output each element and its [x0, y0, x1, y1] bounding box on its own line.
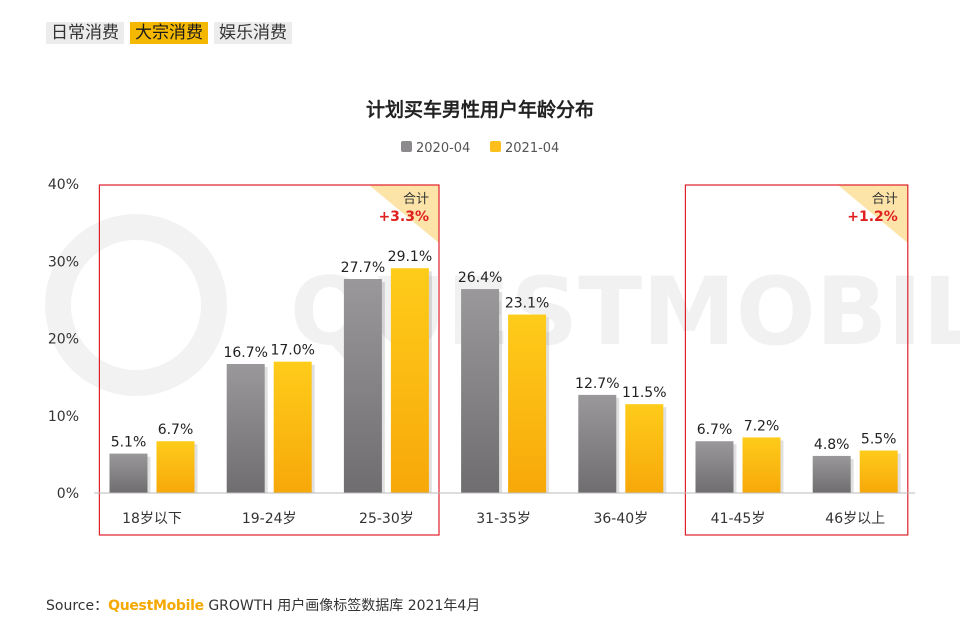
- legend-swatch-2020: [401, 141, 412, 152]
- bar-value-label: 27.7%: [341, 260, 385, 276]
- source-prefix: Source：: [46, 598, 109, 614]
- bar-value-label: 6.7%: [158, 422, 194, 438]
- bar-2021: [859, 450, 898, 493]
- highlight-badge-bg: [837, 185, 908, 243]
- bar-2021: [508, 314, 547, 493]
- tab-bulk-consumption[interactable]: 大宗消费: [130, 22, 208, 44]
- y-tick-label: 0%: [57, 486, 79, 502]
- bar-value-label: 26.4%: [458, 270, 502, 286]
- bar-2021: [742, 437, 781, 493]
- bar-value-label: 5.5%: [861, 432, 897, 448]
- legend: 2020-04 2021-04: [401, 141, 559, 156]
- x-tick-label: 31-35岁: [476, 511, 531, 527]
- y-tick-label: 20%: [48, 332, 79, 348]
- bar-value-label: 29.1%: [388, 249, 432, 265]
- highlight-boxes: 合计 +3.3% 合计 +1.2%: [98, 184, 909, 536]
- bar-2021: [156, 441, 195, 493]
- bar-value-label: 6.7%: [697, 422, 733, 438]
- bar-value-label: 4.8%: [814, 437, 850, 453]
- highlight-badge-value: +3.3%: [378, 209, 429, 225]
- tab-daily-consumption[interactable]: 日常消费: [46, 22, 124, 44]
- bar-2021: [273, 361, 312, 493]
- bar-2020: [578, 394, 617, 493]
- source-brand: QuestMobile: [108, 598, 204, 614]
- bar-value-label: 23.1%: [505, 296, 549, 312]
- source-text: GROWTH 用户画像标签数据库 2021年4月: [208, 598, 481, 614]
- x-tick-label: 19-24岁: [242, 511, 297, 527]
- legend-swatch-2021: [490, 141, 501, 152]
- x-tick-label: 25-30岁: [359, 511, 414, 527]
- watermark-text: QUESTMOBILE: [290, 258, 960, 367]
- bar-2020: [695, 441, 734, 493]
- tab-entertainment-consumption[interactable]: 娱乐消费: [214, 22, 292, 44]
- x-tick-label: 36-40岁: [593, 511, 648, 527]
- bar-2020: [812, 455, 851, 493]
- highlight-badge-value: +1.2%: [847, 209, 898, 225]
- highlight-badge-label: 合计: [872, 192, 898, 207]
- bar-value-label: 7.2%: [744, 418, 780, 434]
- chart-title: 计划买车男性用户年龄分布: [366, 98, 594, 121]
- highlight-box: [684, 184, 909, 536]
- bars: 5.1% 6.7% 16.7% 17.0% 27.7%29.1% 26.4%23.1% 12…: [109, 249, 901, 493]
- y-tick-label: 40%: [48, 177, 79, 193]
- bar-value-label: 11.5%: [622, 385, 666, 401]
- highlight-badge-label: 合计: [403, 192, 429, 207]
- x-tick-label: 18岁以下: [122, 511, 182, 527]
- bar-2020: [109, 453, 148, 493]
- y-axis: 0% 10% 20% 30% 40%: [48, 177, 79, 502]
- bar-value-label: 5.1%: [111, 435, 147, 451]
- highlight-badge-bg: [369, 185, 439, 243]
- y-tick-label: 30%: [48, 254, 79, 270]
- bar-2021: [625, 404, 664, 493]
- bar-value-label: 12.7%: [575, 376, 619, 392]
- legend-label-2021: 2021-04: [505, 141, 559, 156]
- source-note: Source：QuestMobile GROWTH 用户画像标签数据库 2021…: [46, 595, 480, 615]
- highlight-box: [98, 184, 440, 536]
- y-tick-label: 10%: [48, 409, 79, 425]
- legend-label-2020: 2020-04: [416, 141, 470, 156]
- watermark-logo-icon: [45, 214, 227, 396]
- x-axis-labels: 18岁以下 19-24岁 25-30岁 31-35岁 36-40岁 41-45岁 46岁以上: [122, 511, 885, 527]
- bar-value-label: 17.0%: [270, 343, 314, 359]
- bar-2020: [226, 363, 265, 493]
- bar-2020: [343, 279, 382, 493]
- bar-2020: [461, 289, 500, 493]
- bar-value-label: 16.7%: [223, 345, 267, 361]
- x-tick-label: 46岁以上: [825, 511, 885, 527]
- category-tabs: 日常消费 大宗消费 娱乐消费: [46, 22, 292, 44]
- x-tick-label: 41-45岁: [711, 511, 766, 527]
- bar-2021: [390, 268, 429, 493]
